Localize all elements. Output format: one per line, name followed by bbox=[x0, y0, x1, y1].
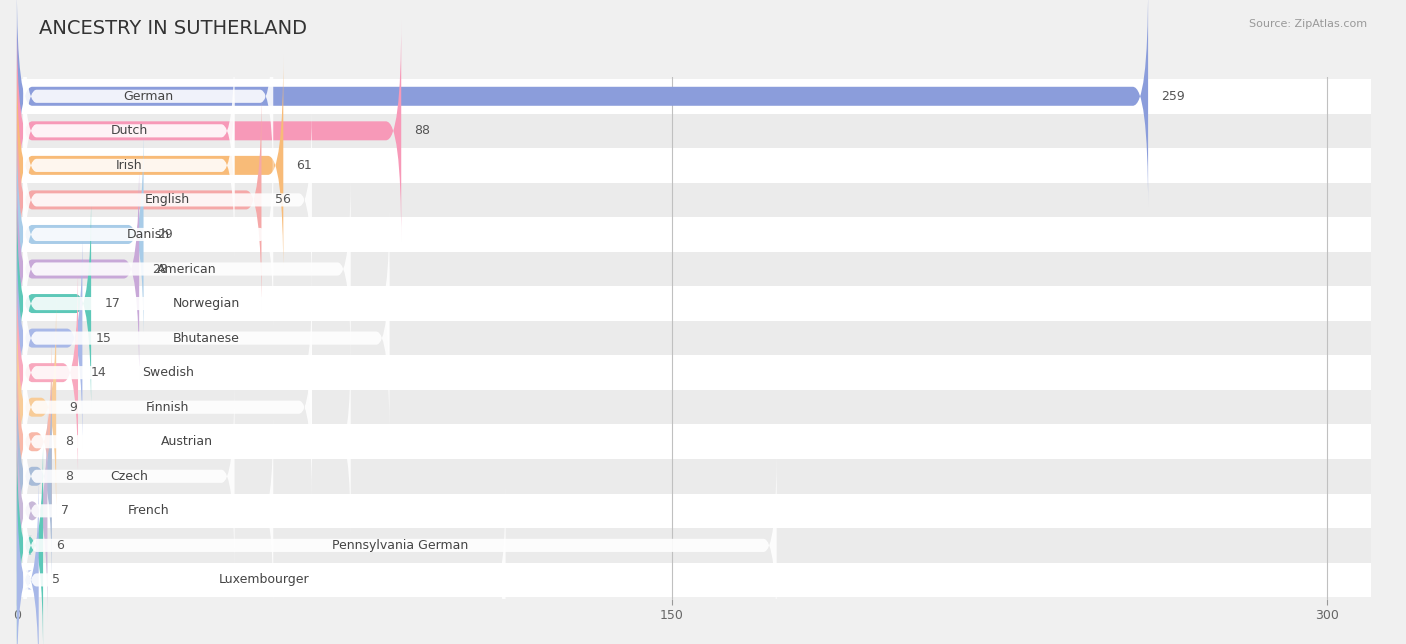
FancyBboxPatch shape bbox=[17, 88, 262, 311]
Text: 5: 5 bbox=[52, 573, 60, 587]
Bar bbox=[17, 321, 1371, 355]
Text: 259: 259 bbox=[1161, 90, 1185, 103]
Bar bbox=[17, 424, 1371, 459]
Text: Pennsylvania German: Pennsylvania German bbox=[332, 539, 468, 552]
FancyBboxPatch shape bbox=[24, 68, 235, 263]
FancyBboxPatch shape bbox=[17, 0, 1149, 208]
Text: 61: 61 bbox=[297, 159, 312, 172]
Bar bbox=[17, 287, 1371, 321]
FancyBboxPatch shape bbox=[24, 172, 350, 366]
FancyBboxPatch shape bbox=[24, 483, 506, 644]
FancyBboxPatch shape bbox=[17, 123, 143, 346]
FancyBboxPatch shape bbox=[17, 469, 39, 644]
FancyBboxPatch shape bbox=[24, 207, 389, 401]
Bar bbox=[17, 493, 1371, 528]
FancyBboxPatch shape bbox=[17, 158, 139, 381]
FancyBboxPatch shape bbox=[17, 365, 52, 588]
Text: Czech: Czech bbox=[110, 469, 148, 483]
FancyBboxPatch shape bbox=[24, 241, 389, 435]
FancyBboxPatch shape bbox=[17, 192, 91, 415]
Bar bbox=[17, 252, 1371, 287]
Text: Swedish: Swedish bbox=[142, 366, 194, 379]
Bar bbox=[17, 390, 1371, 424]
FancyBboxPatch shape bbox=[24, 33, 235, 228]
Text: ANCESTRY IN SUTHERLAND: ANCESTRY IN SUTHERLAND bbox=[39, 19, 308, 39]
Bar bbox=[17, 148, 1371, 183]
Text: Finnish: Finnish bbox=[146, 401, 190, 413]
FancyBboxPatch shape bbox=[17, 227, 83, 450]
FancyBboxPatch shape bbox=[17, 296, 56, 518]
FancyBboxPatch shape bbox=[24, 276, 312, 469]
FancyBboxPatch shape bbox=[24, 310, 312, 504]
Text: American: American bbox=[157, 263, 217, 276]
Text: 6: 6 bbox=[56, 539, 65, 552]
Text: Danish: Danish bbox=[127, 228, 170, 241]
Bar bbox=[17, 113, 1371, 148]
Bar bbox=[17, 459, 1371, 493]
FancyBboxPatch shape bbox=[24, 0, 273, 193]
FancyBboxPatch shape bbox=[24, 137, 273, 332]
Text: 28: 28 bbox=[152, 263, 169, 276]
Text: 56: 56 bbox=[274, 193, 291, 207]
FancyBboxPatch shape bbox=[17, 261, 77, 484]
FancyBboxPatch shape bbox=[17, 399, 48, 622]
FancyBboxPatch shape bbox=[24, 345, 350, 539]
FancyBboxPatch shape bbox=[17, 19, 401, 242]
FancyBboxPatch shape bbox=[24, 448, 776, 643]
Text: Austrian: Austrian bbox=[162, 435, 214, 448]
Text: 14: 14 bbox=[91, 366, 107, 379]
Text: Norwegian: Norwegian bbox=[173, 297, 240, 310]
Bar bbox=[17, 79, 1371, 113]
FancyBboxPatch shape bbox=[24, 379, 235, 573]
Text: French: French bbox=[128, 504, 169, 517]
Text: 29: 29 bbox=[156, 228, 173, 241]
Text: Dutch: Dutch bbox=[110, 124, 148, 137]
FancyBboxPatch shape bbox=[17, 54, 283, 277]
Text: 8: 8 bbox=[65, 469, 73, 483]
FancyBboxPatch shape bbox=[24, 413, 273, 608]
FancyBboxPatch shape bbox=[17, 330, 52, 553]
Bar bbox=[17, 217, 1371, 252]
FancyBboxPatch shape bbox=[17, 434, 44, 644]
Text: 15: 15 bbox=[96, 332, 111, 345]
FancyBboxPatch shape bbox=[24, 103, 312, 297]
Text: English: English bbox=[145, 193, 190, 207]
Bar bbox=[17, 183, 1371, 217]
Text: 7: 7 bbox=[60, 504, 69, 517]
Text: Irish: Irish bbox=[115, 159, 142, 172]
Bar bbox=[17, 355, 1371, 390]
Text: 8: 8 bbox=[65, 435, 73, 448]
Text: 88: 88 bbox=[415, 124, 430, 137]
Text: Luxembourger: Luxembourger bbox=[219, 573, 309, 587]
Text: 9: 9 bbox=[69, 401, 77, 413]
Text: Source: ZipAtlas.com: Source: ZipAtlas.com bbox=[1249, 19, 1367, 30]
Bar bbox=[17, 563, 1371, 597]
Bar bbox=[17, 528, 1371, 563]
Text: 17: 17 bbox=[104, 297, 120, 310]
Text: Bhutanese: Bhutanese bbox=[173, 332, 240, 345]
Text: German: German bbox=[124, 90, 173, 103]
